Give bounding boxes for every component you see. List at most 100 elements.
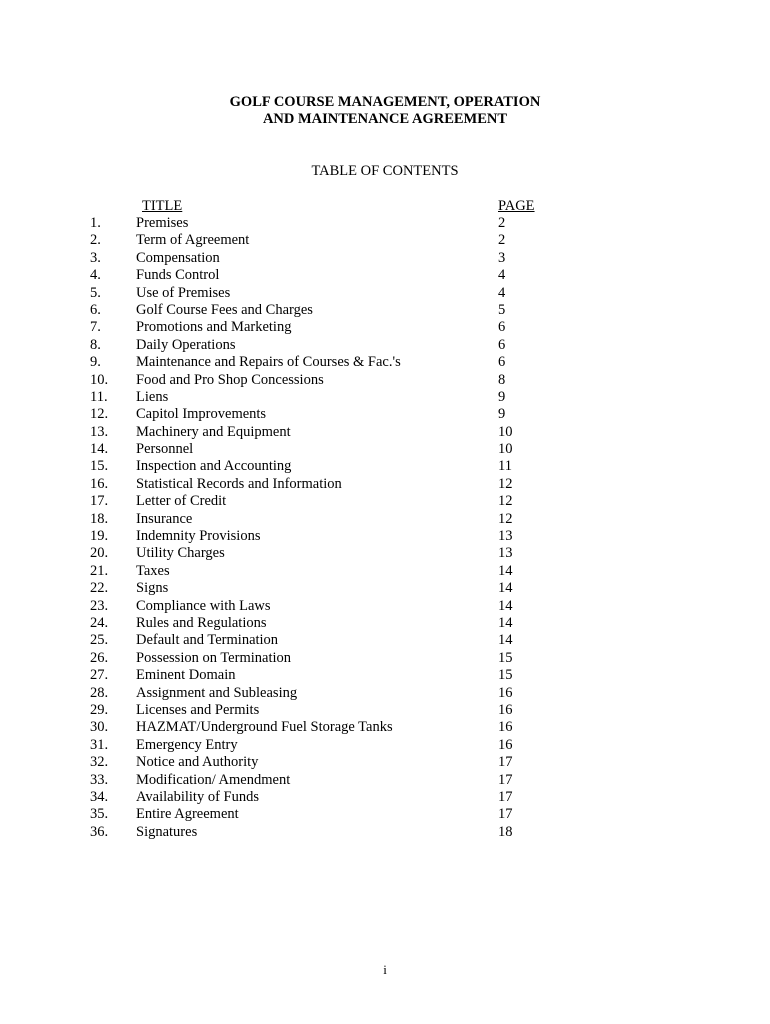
toc-entry-number: 31. bbox=[90, 736, 109, 753]
toc-entry: 30. HAZMAT/Underground Fuel Storage Tanks… bbox=[0, 719, 770, 736]
toc-entry-number: 7. bbox=[90, 319, 101, 336]
toc-entry-title: Machinery and Equipment bbox=[136, 423, 291, 440]
toc-entry-number: 26. bbox=[90, 649, 109, 666]
toc-entry: 36. Signatures 18 bbox=[0, 824, 770, 841]
toc-entry-page: 2 bbox=[498, 232, 506, 249]
toc-entry-title: Modification/ Amendment bbox=[136, 771, 291, 788]
toc-entry: 34. Availability of Funds 17 bbox=[0, 789, 770, 806]
toc-entry-page: 10 bbox=[498, 423, 513, 440]
toc-entry: 24. Rules and Regulations 14 bbox=[0, 615, 770, 632]
toc-entry: 32. Notice and Authority 17 bbox=[0, 754, 770, 771]
toc-entry-page: 13 bbox=[498, 545, 513, 562]
toc-entry-number: 5. bbox=[90, 284, 101, 301]
column-header-title: TITLE bbox=[142, 198, 183, 214]
toc-entry-number: 16. bbox=[90, 475, 109, 492]
toc-entry-title: Licenses and Permits bbox=[136, 701, 260, 718]
toc-entry-number: 2. bbox=[90, 232, 101, 249]
toc-entry-number: 1. bbox=[90, 215, 101, 231]
toc-entry-page: 15 bbox=[498, 649, 513, 666]
toc-entry-page: 17 bbox=[498, 771, 513, 788]
toc-entry-number: 33. bbox=[90, 771, 109, 788]
toc-entry: 25. Default and Termination 14 bbox=[0, 632, 770, 649]
toc-entry: 2. Term of Agreement 2 bbox=[0, 232, 770, 249]
toc-entry: 5. Use of Premises 4 bbox=[0, 285, 770, 302]
toc-entry-page: 3 bbox=[498, 249, 506, 266]
toc-entry: 35. Entire Agreement 17 bbox=[0, 806, 770, 823]
toc-entry: 21. Taxes 14 bbox=[0, 563, 770, 580]
toc-entry: 20. Utility Charges 13 bbox=[0, 545, 770, 562]
toc-entry-page: 12 bbox=[498, 510, 513, 527]
toc-entry-page: 17 bbox=[498, 806, 513, 823]
toc-entry-number: 20. bbox=[90, 545, 109, 562]
toc-entry: 11. Liens 9 bbox=[0, 389, 770, 406]
toc-entry: 19. Indemnity Provisions 13 bbox=[0, 528, 770, 545]
toc-heading: TABLE OF CONTENTS bbox=[311, 163, 459, 179]
toc-entry-title: Possession on Termination bbox=[136, 649, 291, 666]
toc-entry-number: 14. bbox=[90, 441, 109, 458]
toc-entry-title: Personnel bbox=[136, 441, 194, 458]
toc-entry-page: 14 bbox=[498, 597, 513, 614]
toc-entry-title: Daily Operations bbox=[136, 336, 236, 353]
toc-entry-number: 6. bbox=[90, 301, 101, 318]
toc-entry-number: 9. bbox=[90, 354, 101, 371]
toc-entry: 3. Compensation 3 bbox=[0, 250, 770, 267]
toc-entry-number: 25. bbox=[90, 632, 109, 649]
toc-entry-title: Funds Control bbox=[136, 267, 220, 284]
toc-entry: 26. Possession on Termination 15 bbox=[0, 650, 770, 667]
toc-entry-page: 6 bbox=[498, 354, 506, 371]
toc-entry-page: 16 bbox=[498, 736, 513, 753]
toc-entry-number: 13. bbox=[90, 423, 109, 440]
toc-entry-title: Letter of Credit bbox=[136, 493, 227, 510]
toc-entry-title: Premises bbox=[136, 215, 189, 231]
toc-entry: 13. Machinery and Equipment 10 bbox=[0, 424, 770, 441]
toc-entry: 14. Personnel 10 bbox=[0, 441, 770, 458]
toc-entry-page: 16 bbox=[498, 684, 513, 701]
toc-entry-number: 34. bbox=[90, 788, 109, 805]
toc-entry-title: Indemnity Provisions bbox=[136, 528, 261, 545]
toc-entry-number: 12. bbox=[90, 406, 109, 423]
toc-entry-page: 18 bbox=[498, 823, 513, 840]
toc-entry-number: 10. bbox=[90, 371, 109, 388]
toc-entry-title: Golf Course Fees and Charges bbox=[136, 301, 313, 318]
toc-entry-title: Assignment and Subleasing bbox=[136, 684, 298, 701]
toc-entry: 23. Compliance with Laws 14 bbox=[0, 598, 770, 615]
toc-entry-page: 13 bbox=[498, 528, 513, 545]
toc-entry-page: 5 bbox=[498, 301, 506, 318]
toc-entry-title: Signs bbox=[136, 580, 169, 597]
toc-entry-title: Compensation bbox=[136, 249, 220, 266]
toc-entry-number: 17. bbox=[90, 493, 109, 510]
page-number: i bbox=[383, 962, 387, 977]
toc-entry-page: 2 bbox=[498, 215, 506, 231]
toc-entry-page: 6 bbox=[498, 319, 506, 336]
document-title-line2: AND MAINTENANCE AGREEMENT bbox=[262, 111, 508, 127]
toc-entry-page: 11 bbox=[498, 458, 512, 475]
toc-entry-page: 10 bbox=[498, 441, 513, 458]
toc-entry: 29. Licenses and Permits 16 bbox=[0, 702, 770, 719]
toc-entry-title: Capitol Improvements bbox=[136, 406, 267, 423]
toc-entry-page: 12 bbox=[498, 475, 513, 492]
toc-entry-title: Taxes bbox=[136, 562, 170, 579]
toc-entry-number: 22. bbox=[90, 580, 109, 597]
toc-entry-number: 8. bbox=[90, 336, 101, 353]
toc-entry: 22. Signs 14 bbox=[0, 580, 770, 597]
toc-entry-title: Maintenance and Repairs of Courses & Fac… bbox=[136, 354, 401, 371]
toc-entry: 9. Maintenance and Repairs of Courses & F… bbox=[0, 354, 770, 371]
toc-entry: 33. Modification/ Amendment 17 bbox=[0, 772, 770, 789]
toc-entry-page: 8 bbox=[498, 371, 506, 388]
toc-entry: 18. Insurance 12 bbox=[0, 511, 770, 528]
document-title-line1: GOLF COURSE MANAGEMENT, OPERATION bbox=[229, 94, 541, 110]
toc-entry: 8. Daily Operations 6 bbox=[0, 337, 770, 354]
toc-entry-number: 27. bbox=[90, 667, 109, 684]
toc-entry-page: 4 bbox=[498, 284, 506, 301]
toc-entry: 1. Premises 2 bbox=[0, 215, 770, 232]
toc-entry: 6. Golf Course Fees and Charges 5 bbox=[0, 302, 770, 319]
toc-entry-title: Notice and Authority bbox=[136, 754, 259, 771]
toc-entry-title: Food and Pro Shop Concessions bbox=[136, 371, 324, 388]
toc-entry-number: 23. bbox=[90, 597, 109, 614]
toc-entry: 28. Assignment and Subleasing 16 bbox=[0, 685, 770, 702]
column-header-page: PAGE bbox=[498, 198, 535, 214]
toc-entry-number: 28. bbox=[90, 684, 109, 701]
toc-entry-number: 15. bbox=[90, 458, 109, 475]
toc-entry-title: Statistical Records and Information bbox=[136, 475, 342, 492]
toc-entry-page: 14 bbox=[498, 580, 513, 597]
